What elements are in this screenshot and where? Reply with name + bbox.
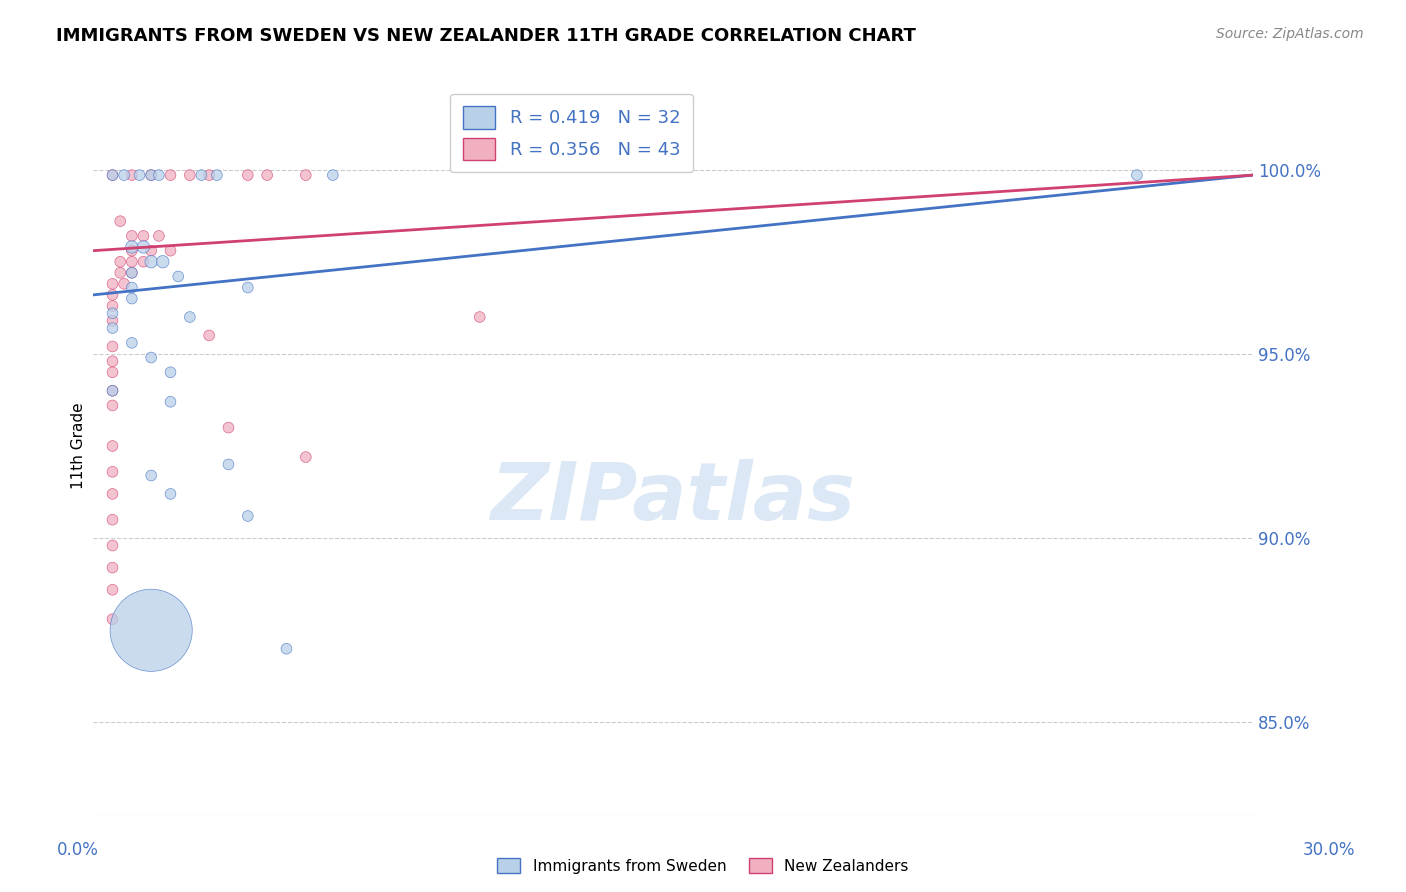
- Point: [101, 321, 124, 335]
- Point: [101, 299, 124, 313]
- Point: [1126, 168, 1149, 182]
- Point: [121, 228, 143, 243]
- Point: [101, 365, 124, 379]
- Point: [101, 354, 124, 368]
- Point: [276, 641, 298, 656]
- Point: [101, 439, 124, 453]
- Point: [110, 214, 132, 228]
- Point: [121, 266, 143, 280]
- Point: [101, 339, 124, 353]
- Point: [101, 513, 124, 527]
- Point: [159, 365, 181, 379]
- Point: [132, 254, 155, 268]
- Point: [110, 254, 132, 268]
- Point: [322, 168, 344, 182]
- Text: Source: ZipAtlas.com: Source: ZipAtlas.com: [1216, 27, 1364, 41]
- Point: [198, 328, 221, 343]
- Point: [121, 254, 143, 268]
- Point: [101, 168, 124, 182]
- Point: [141, 168, 163, 182]
- Point: [121, 266, 143, 280]
- Point: [101, 465, 124, 479]
- Point: [141, 254, 163, 268]
- Point: [141, 168, 163, 182]
- Point: [294, 450, 316, 464]
- Point: [141, 624, 163, 638]
- Point: [112, 168, 135, 182]
- Point: [148, 168, 170, 182]
- Legend: Immigrants from Sweden, New Zealanders: Immigrants from Sweden, New Zealanders: [491, 852, 915, 880]
- Point: [121, 240, 143, 254]
- Text: IMMIGRANTS FROM SWEDEN VS NEW ZEALANDER 11TH GRADE CORRELATION CHART: IMMIGRANTS FROM SWEDEN VS NEW ZEALANDER …: [56, 27, 917, 45]
- Legend: R = 0.419   N = 32, R = 0.356   N = 43: R = 0.419 N = 32, R = 0.356 N = 43: [450, 94, 693, 172]
- Point: [132, 240, 155, 254]
- Point: [101, 306, 124, 320]
- Point: [236, 168, 259, 182]
- Point: [121, 280, 143, 294]
- Point: [121, 168, 143, 182]
- Text: 30.0%: 30.0%: [1302, 840, 1355, 858]
- Point: [256, 168, 278, 182]
- Point: [141, 351, 163, 365]
- Y-axis label: 11th Grade: 11th Grade: [72, 402, 86, 490]
- Point: [121, 292, 143, 306]
- Point: [236, 280, 259, 294]
- Text: ZIPatlas: ZIPatlas: [491, 458, 855, 537]
- Point: [132, 228, 155, 243]
- Point: [101, 539, 124, 553]
- Point: [128, 168, 150, 182]
- Point: [101, 384, 124, 398]
- Point: [167, 269, 190, 284]
- Text: 0.0%: 0.0%: [56, 840, 98, 858]
- Point: [121, 335, 143, 350]
- Point: [159, 244, 181, 258]
- Point: [141, 468, 163, 483]
- Point: [101, 487, 124, 501]
- Point: [159, 394, 181, 409]
- Point: [121, 244, 143, 258]
- Point: [110, 266, 132, 280]
- Point: [236, 509, 259, 524]
- Point: [159, 487, 181, 501]
- Point: [179, 168, 201, 182]
- Point: [101, 168, 124, 182]
- Point: [101, 582, 124, 597]
- Point: [152, 254, 174, 268]
- Point: [101, 399, 124, 413]
- Point: [148, 228, 170, 243]
- Point: [205, 168, 228, 182]
- Point: [218, 458, 240, 472]
- Point: [179, 310, 201, 324]
- Point: [101, 288, 124, 302]
- Point: [198, 168, 221, 182]
- Point: [101, 560, 124, 574]
- Point: [294, 168, 316, 182]
- Point: [101, 384, 124, 398]
- Point: [468, 310, 491, 324]
- Point: [218, 420, 240, 434]
- Point: [141, 244, 163, 258]
- Point: [190, 168, 212, 182]
- Point: [112, 277, 135, 291]
- Point: [101, 612, 124, 626]
- Point: [101, 277, 124, 291]
- Point: [159, 168, 181, 182]
- Point: [101, 314, 124, 328]
